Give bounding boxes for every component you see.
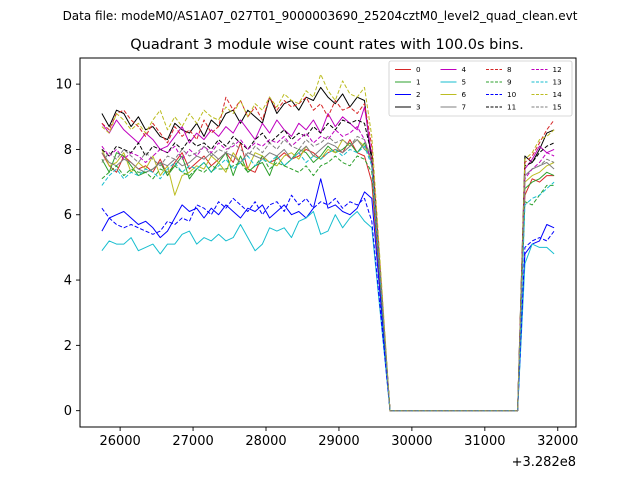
legend-label-module-15: 15 xyxy=(553,103,562,112)
x-tick-label: 31000 xyxy=(464,434,505,449)
y-tick-label: 10 xyxy=(55,78,72,93)
legend-label-module-8: 8 xyxy=(507,65,512,74)
legend-label-module-13: 13 xyxy=(553,78,562,87)
y-tick-label: 2 xyxy=(64,339,72,354)
legend-label-module-2: 2 xyxy=(416,90,421,99)
legend-label-module-12: 12 xyxy=(553,65,562,74)
x-tick-label: 30000 xyxy=(391,434,432,449)
chart-title: Quadrant 3 module wise count rates with … xyxy=(130,37,524,53)
x-tick-label: 26000 xyxy=(99,434,140,449)
x-offset-label: +3.282e8 xyxy=(512,455,576,470)
series-line-module-15 xyxy=(101,135,555,412)
legend-label-module-11: 11 xyxy=(507,103,516,112)
series-line-module-10 xyxy=(101,194,555,412)
series-line-module-2 xyxy=(101,178,555,412)
y-axis: 0 2 4 6 8 10 xyxy=(55,78,80,419)
legend-label-module-10: 10 xyxy=(507,90,517,99)
y-tick-label: 0 xyxy=(64,404,72,419)
plot-area-frame xyxy=(79,57,577,428)
x-tick-label: 28000 xyxy=(245,434,286,449)
x-tick-label: 29000 xyxy=(318,434,359,449)
legend-label-module-0: 0 xyxy=(416,65,421,74)
data-file-suptitle: Data file: modeM0/AS1A07_027T01_90000036… xyxy=(63,9,578,23)
plot-area-background xyxy=(80,58,576,427)
x-tick-label: 27000 xyxy=(172,434,213,449)
legend-label-module-9: 9 xyxy=(507,78,512,87)
legend-label-module-1: 1 xyxy=(416,78,421,87)
legend-frame xyxy=(388,60,573,117)
x-tick-label: 32000 xyxy=(537,434,578,449)
legend-label-module-7: 7 xyxy=(462,103,467,112)
y-tick-label: 6 xyxy=(64,208,72,223)
y-tick-label: 8 xyxy=(64,143,72,158)
legend-label-module-14: 14 xyxy=(553,90,563,99)
y-tick-label: 4 xyxy=(64,274,72,289)
series-lines xyxy=(101,73,555,412)
series-line-module-14 xyxy=(101,73,555,412)
legend-label-module-6: 6 xyxy=(462,90,467,99)
legend-label-module-5: 5 xyxy=(462,78,467,87)
x-axis: 26000 27000 28000 29000 30000 31000 32000 xyxy=(99,427,578,449)
legend-label-module-4: 4 xyxy=(462,65,467,74)
legend-label-module-3: 3 xyxy=(416,103,421,112)
